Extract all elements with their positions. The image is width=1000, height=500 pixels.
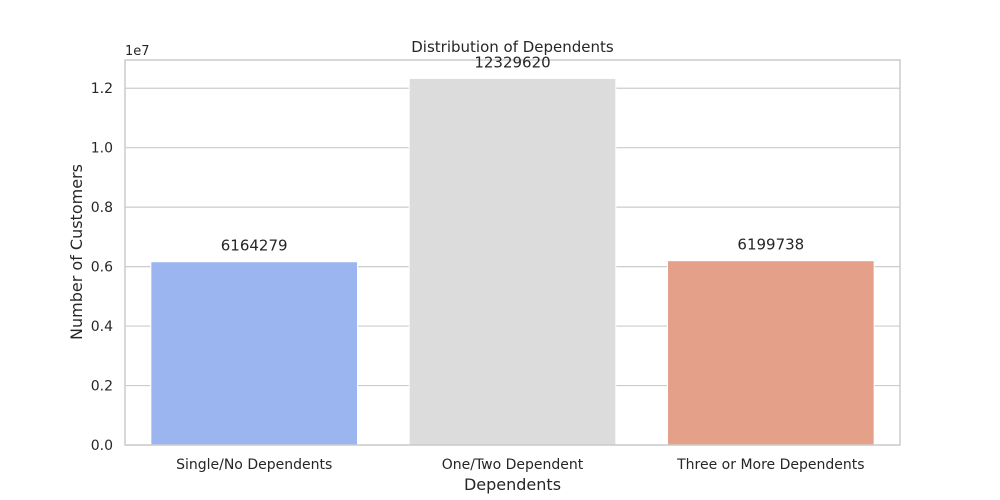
data-labels: 6164279 12329620 6199738 (221, 53, 804, 254)
y-tick-label: 1.0 (91, 141, 113, 157)
bar (667, 260, 875, 446)
y-ticks: 0.0 0.2 0.4 0.6 0.8 1.0 1.2 (91, 81, 113, 454)
y-offset-label: 1e7 (125, 44, 150, 59)
plot-frame (124, 59, 901, 446)
y-tick-label: 0.4 (91, 319, 113, 335)
bar (408, 77, 617, 446)
y-tick-label: 0.0 (91, 438, 113, 454)
x-axis-label: Dependents (464, 475, 561, 494)
chart-title: Distribution of Dependents (411, 38, 614, 56)
bar-value-label: 12329620 (474, 53, 550, 71)
bar (150, 261, 358, 446)
y-axis-label: Number of Customers (67, 164, 86, 340)
y-tick-label: 0.2 (91, 379, 113, 395)
bar-value-label: 6164279 (221, 237, 288, 255)
y-tick-label: 1.2 (91, 81, 113, 97)
x-tick-label: Three or More Dependents (676, 457, 864, 473)
x-tick-label: Single/No Dependents (176, 457, 332, 473)
bar-value-label: 6199738 (737, 236, 804, 254)
x-tick-label: One/Two Dependent (442, 457, 584, 473)
x-ticks: Single/No Dependents One/Two Dependent Thr… (176, 457, 864, 473)
y-tick-label: 0.8 (91, 200, 113, 216)
y-tick-label: 0.6 (91, 260, 113, 276)
